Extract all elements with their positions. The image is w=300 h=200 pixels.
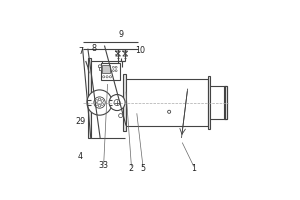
Text: 2: 2 <box>129 164 134 173</box>
Bar <box>208 76 210 129</box>
Circle shape <box>87 90 112 115</box>
Circle shape <box>114 99 120 106</box>
Text: 8: 8 <box>92 44 97 53</box>
Circle shape <box>109 95 125 111</box>
Text: 4: 4 <box>78 152 83 161</box>
Circle shape <box>101 100 104 102</box>
Circle shape <box>103 76 105 78</box>
Bar <box>225 86 227 119</box>
Circle shape <box>112 66 114 68</box>
Bar <box>100 62 120 80</box>
Text: 5: 5 <box>140 164 146 173</box>
Circle shape <box>95 103 98 105</box>
Bar <box>102 65 110 73</box>
Circle shape <box>98 98 101 101</box>
Circle shape <box>168 110 171 113</box>
Text: 33: 33 <box>99 161 109 170</box>
Circle shape <box>115 66 117 68</box>
Circle shape <box>94 97 105 108</box>
Bar <box>99 67 100 70</box>
Circle shape <box>110 76 112 78</box>
Circle shape <box>106 76 108 78</box>
Text: 7: 7 <box>78 47 83 56</box>
Text: 1: 1 <box>191 164 196 173</box>
Text: 29: 29 <box>76 117 86 126</box>
Bar <box>88 58 91 138</box>
Bar <box>125 79 208 126</box>
Circle shape <box>115 70 117 72</box>
Circle shape <box>98 104 101 107</box>
Text: 9: 9 <box>118 30 123 39</box>
Bar <box>224 86 226 119</box>
Circle shape <box>98 65 101 68</box>
Circle shape <box>112 70 114 72</box>
Circle shape <box>95 100 98 102</box>
Circle shape <box>101 103 104 105</box>
Text: 10: 10 <box>135 46 145 55</box>
Bar <box>123 74 126 131</box>
Circle shape <box>118 114 123 118</box>
